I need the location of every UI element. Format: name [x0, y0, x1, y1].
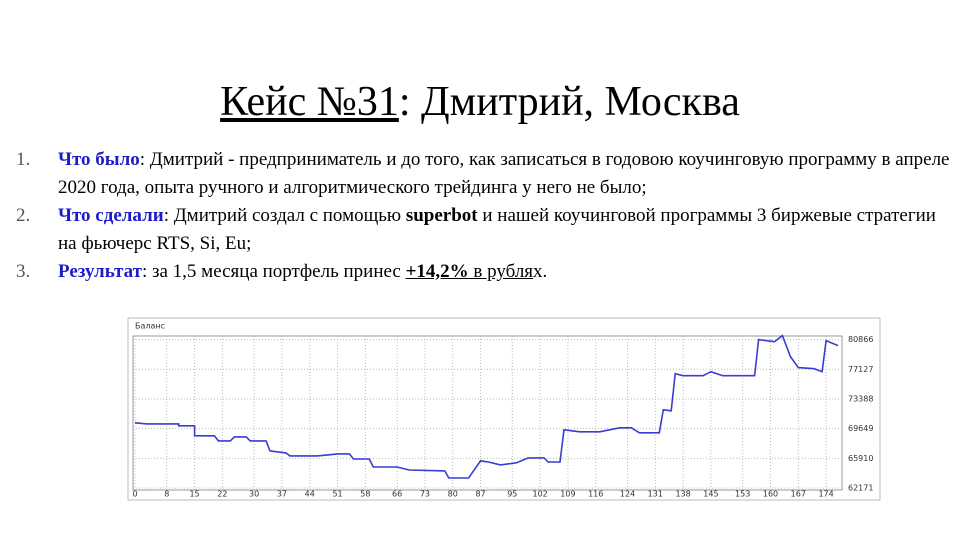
item-number: 3.	[16, 261, 31, 282]
x-tick-label: 109	[560, 490, 575, 499]
item-text: : Дмитрий - предприниматель и до того, к…	[58, 149, 950, 198]
x-tick-label: 37	[277, 490, 287, 499]
y-tick-label: 65910	[848, 454, 873, 463]
item-text: : Дмитрий создал с помощью	[163, 205, 406, 226]
x-tick-label: 80	[448, 490, 458, 499]
list-item: 2. Что сделали: Дмитрий создал с помощью …	[16, 202, 956, 258]
x-tick-label: 124	[620, 490, 635, 499]
x-tick-label: 66	[392, 490, 402, 499]
plot-area	[132, 335, 843, 491]
x-tick-label: 167	[791, 490, 806, 499]
y-tick-label: 62171	[848, 484, 873, 493]
chart-title: Баланс	[135, 322, 165, 331]
x-tick-label: 174	[818, 490, 833, 499]
item-text: х.	[533, 261, 548, 282]
x-tick-label: 0	[132, 490, 137, 499]
y-tick-label: 69649	[848, 424, 873, 433]
x-tick-label: 87	[475, 490, 485, 499]
x-tick-label: 15	[189, 490, 199, 499]
list-item: 1. Что было: Дмитрий - предприниматель и …	[16, 146, 956, 202]
slide-title: Кейс №31: Дмитрий, Москва	[0, 78, 960, 126]
title-rest: : Дмитрий, Москва	[398, 79, 740, 125]
x-tick-label: 8	[164, 490, 169, 499]
item-text: и нашей коучинговой программы 3 биржевые…	[58, 205, 936, 254]
item-number: 2.	[16, 205, 31, 226]
chart-frame	[127, 317, 881, 501]
y-tick-label: 73388	[848, 394, 873, 403]
title-case: Кейс №31	[220, 79, 399, 125]
x-tick-label: 30	[249, 490, 259, 499]
x-tick-label: 95	[507, 490, 517, 499]
x-tick-label: 44	[305, 490, 315, 499]
y-tick-label: 77127	[848, 365, 873, 374]
y-tick-label: 80866	[848, 335, 873, 344]
item-highlight: +14,2%	[405, 261, 469, 282]
x-tick-label: 138	[675, 490, 690, 499]
item-label: Что сделали	[58, 205, 164, 226]
x-tick-label: 51	[332, 490, 342, 499]
x-tick-label: 160	[763, 490, 778, 499]
x-tick-label: 131	[648, 490, 663, 499]
list-item: 3. Результат: за 1,5 месяца портфель прин…	[16, 258, 956, 286]
item-underline: в рубля	[468, 261, 534, 282]
balance-line	[134, 334, 839, 479]
x-tick-label: 145	[703, 490, 718, 499]
x-tick-label: 153	[735, 490, 750, 499]
item-number: 1.	[16, 149, 31, 170]
x-tick-label: 73	[420, 490, 430, 499]
item-list: 1. Что было: Дмитрий - предприниматель и …	[16, 146, 956, 286]
item-text: : за 1,5 месяца портфель принес	[141, 261, 406, 282]
item-label: Результат	[58, 261, 142, 282]
item-label: Что было	[58, 149, 140, 170]
x-tick-label: 116	[588, 490, 603, 499]
x-tick-label: 102	[532, 490, 547, 499]
x-tick-label: 22	[217, 490, 227, 499]
item-bold: superbot	[405, 205, 478, 226]
x-tick-label: 58	[360, 490, 370, 499]
